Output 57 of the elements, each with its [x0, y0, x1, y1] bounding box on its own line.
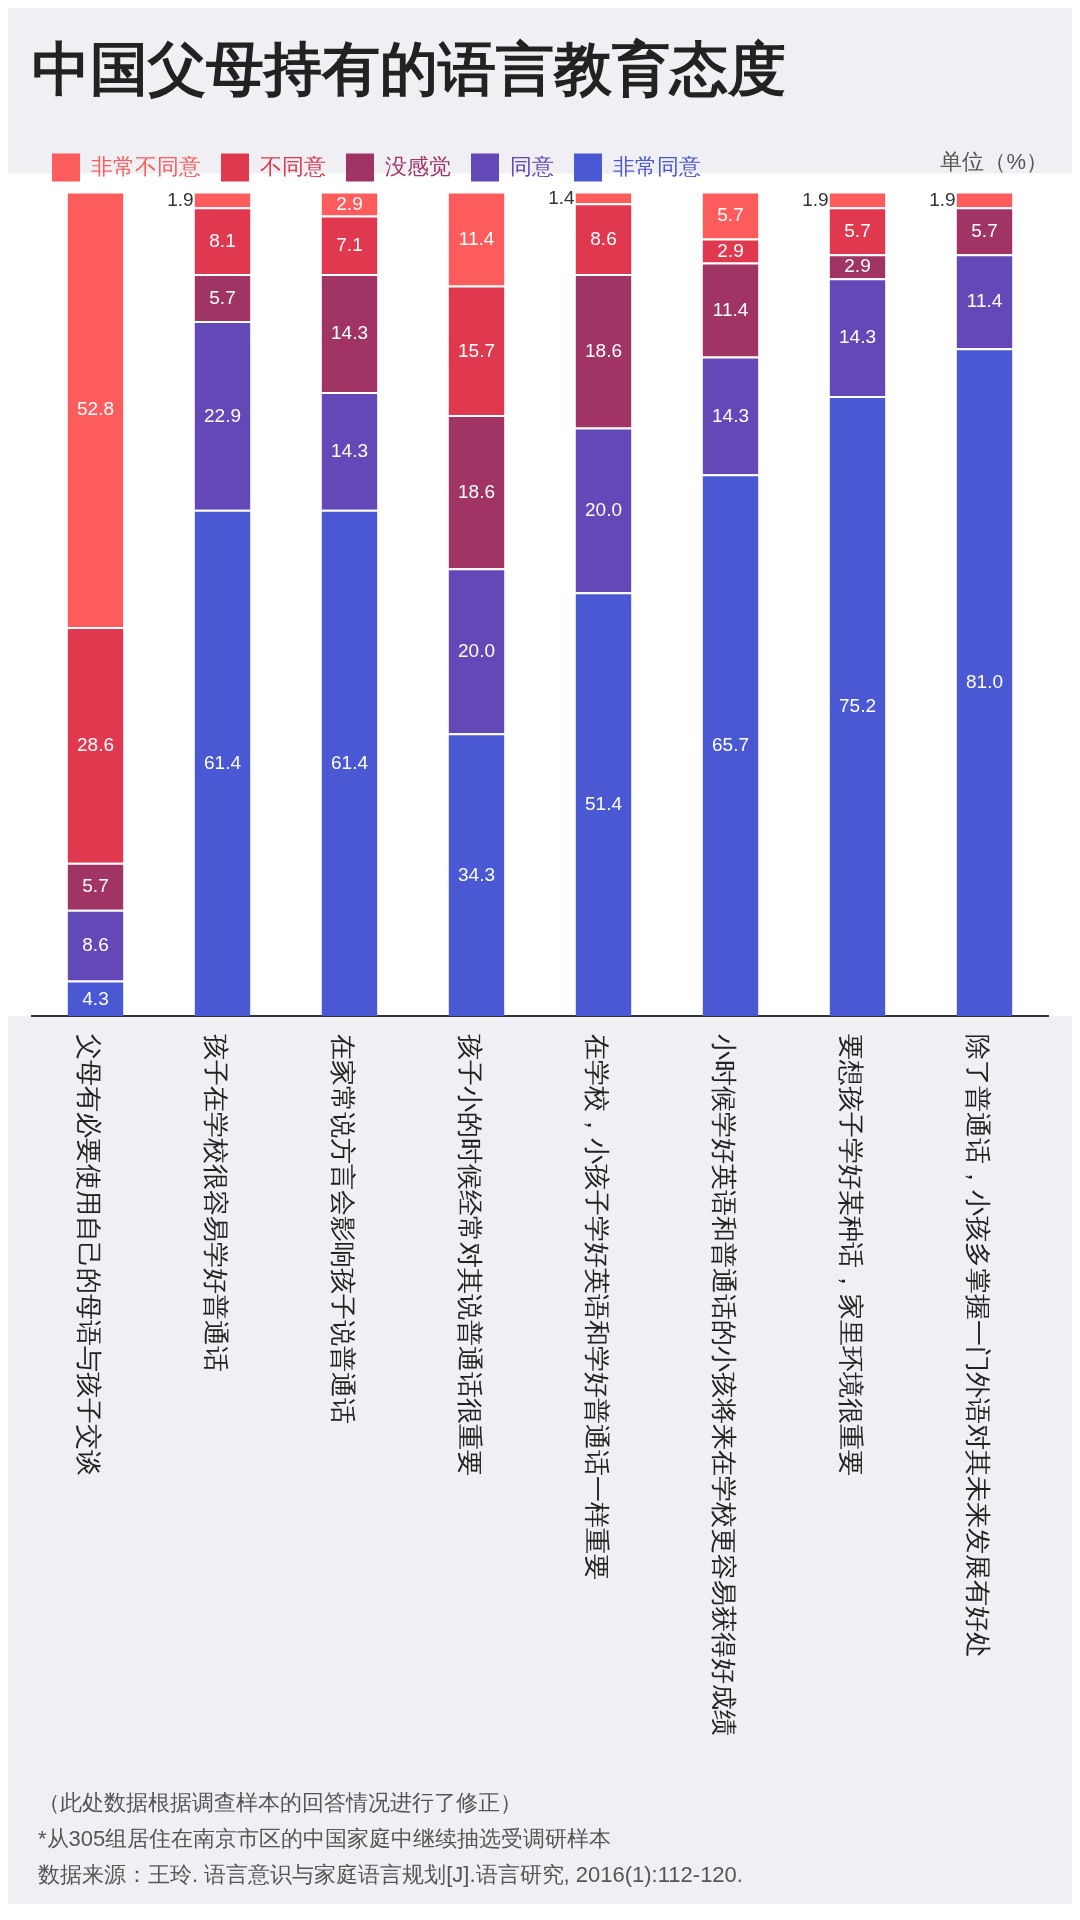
data-label: 2.9 — [717, 239, 744, 261]
legend-label: 非常不同意 — [91, 153, 201, 179]
x-tick-label: 要想孩子学好某种话，家里环境很重要 — [836, 1034, 867, 1476]
legend-label: 同意 — [510, 153, 554, 179]
text: 单位（%） — [940, 148, 1048, 174]
data-label: 65.7 — [712, 734, 749, 756]
data-label: 28.6 — [77, 734, 114, 756]
data-label: 15.7 — [458, 339, 495, 361]
data-label: 14.3 — [839, 326, 876, 348]
data-label: 75.2 — [839, 695, 876, 717]
data-label: 34.3 — [458, 863, 495, 885]
data-label: 4.3 — [82, 987, 109, 1009]
x-tick-label: 在学校，小孩子学好英语和学好普通话一样重要 — [582, 1034, 613, 1580]
data-label: 11.4 — [712, 298, 749, 320]
data-label: 18.6 — [585, 339, 622, 361]
data-label: 18.6 — [458, 480, 495, 502]
legend-label: 没感觉 — [385, 153, 451, 179]
data-label: 5.7 — [844, 219, 871, 241]
source-note: 数据来源：王玲. 语言意识与家庭语言规划[J].语言研究, 2016(1):112-120. — [38, 1862, 743, 1888]
data-label: 8.6 — [590, 227, 617, 249]
x-tick-label: 在家常说方言会影响孩子说普通话 — [328, 1034, 359, 1424]
x-tick-label: 父母有必要使用自己的母语与孩子交谈 — [74, 1034, 105, 1476]
data-label: 7.1 — [336, 234, 363, 256]
x-tick-label: 小时候学好英语和普通话的小孩将来在学校更容易获得好成绩 — [709, 1034, 740, 1736]
data-label: 22.9 — [204, 404, 241, 426]
text: *从305组居住在南京市区的中国家庭中继续抽选受调研样本 — [38, 1826, 612, 1852]
data-label: 81.0 — [966, 671, 1003, 693]
legend-label: 非常同意 — [613, 153, 701, 179]
data-label: 1.9 — [167, 188, 194, 210]
legend-label: 不同意 — [260, 153, 326, 179]
data-label: 1.9 — [802, 188, 829, 210]
data-label: 11.4 — [966, 290, 1003, 312]
data-label: 11.4 — [458, 227, 495, 249]
data-label: 14.3 — [331, 440, 368, 462]
data-label: 61.4 — [204, 752, 242, 774]
text: （此处数据根据调查样本的回答情况进行了修正） — [38, 1790, 522, 1816]
data-label: 1.9 — [929, 188, 956, 210]
data-label: 14.3 — [712, 404, 749, 426]
x-tick-label: 除了普通话，小孩多掌握一门外语对其未来发展有好处 — [963, 1034, 994, 1658]
data-label: 14.3 — [331, 322, 368, 344]
chart-title: 中国父母持有的语言教育态度 — [32, 35, 786, 101]
data-label: 5.7 — [971, 219, 998, 241]
data-label: 5.7 — [717, 204, 744, 226]
data-label: 5.7 — [209, 286, 236, 308]
data-label: 61.4 — [331, 752, 369, 774]
data-label: 8.1 — [209, 229, 236, 251]
x-tick-label: 孩子在学校很容易学好普通话 — [201, 1034, 232, 1372]
data-label: 5.7 — [82, 875, 109, 897]
data-label: 2.9 — [336, 192, 363, 214]
data-label: 51.4 — [585, 793, 623, 815]
data-label: 52.8 — [77, 398, 114, 420]
data-label: 1.4 — [548, 186, 575, 208]
x-tick-label: 孩子小的时候经常对其说普通话很重要 — [455, 1034, 486, 1476]
data-label: 2.9 — [844, 255, 871, 277]
data-label: 20.0 — [585, 499, 622, 521]
data-label: 20.0 — [458, 640, 495, 662]
data-label: 8.6 — [82, 934, 109, 956]
